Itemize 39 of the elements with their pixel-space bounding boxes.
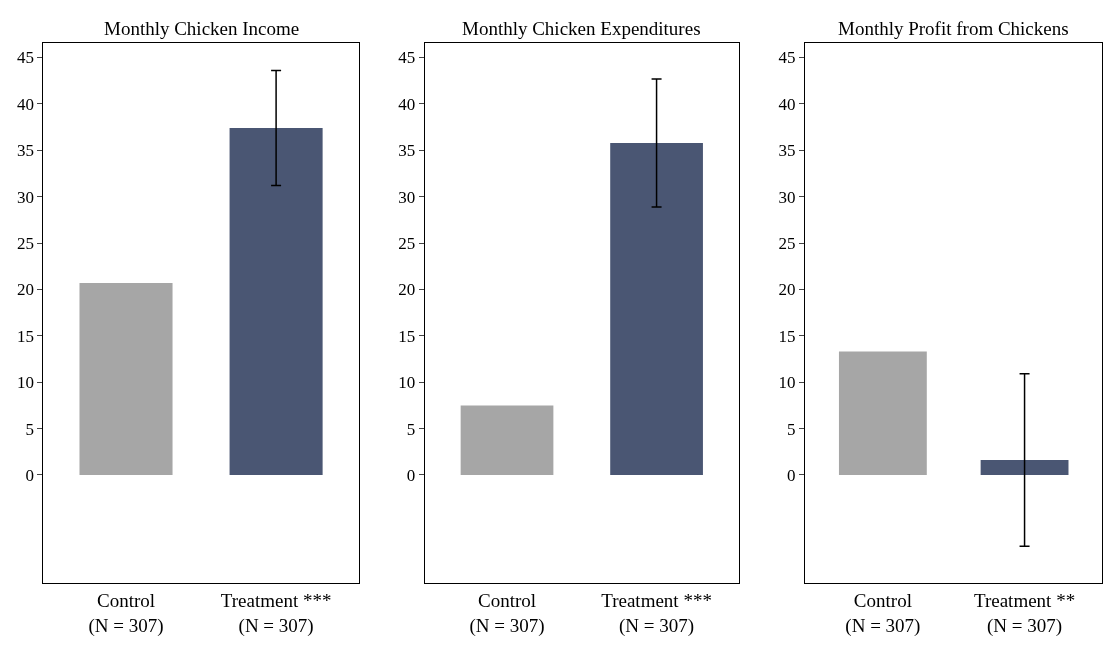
y-tick-label: 45	[17, 48, 35, 68]
y-tick-label: 0	[406, 465, 416, 485]
y-tick-label: 10	[17, 373, 35, 393]
y-tick-label: 10	[778, 373, 796, 393]
x-tick-label: Treatment *** (N = 307)	[601, 590, 712, 637]
y-tick-label: 35	[17, 141, 35, 161]
y-tick-label: 20	[398, 280, 416, 300]
y-tick-label: 15	[778, 326, 796, 346]
y-tick-label: 40	[778, 94, 796, 114]
x-tick-label: Treatment *** (N = 307)	[220, 590, 332, 637]
x-tick-label: Control (N = 307)	[845, 590, 921, 637]
y-tick-label: 25	[17, 234, 35, 253]
y-tick-label: 45	[398, 48, 416, 68]
y-tick-label: 40	[17, 94, 35, 114]
y-tick-label: 25	[778, 234, 796, 253]
y-tick-label: 20	[778, 280, 796, 300]
y-tick-label: 0	[25, 465, 35, 485]
y-tick-label: 0	[787, 465, 796, 485]
y-tick-label: 25	[398, 234, 416, 253]
chart-title: Monthly Profit from Chickens	[838, 18, 1069, 39]
y-tick-label: 45	[778, 48, 796, 68]
y-tick-label: 5	[787, 419, 796, 439]
x-tick-label: Treatment ** (N = 307)	[973, 590, 1076, 637]
y-tick-label: 15	[17, 326, 35, 346]
y-tick-label: 35	[398, 141, 416, 161]
y-tick-label: 10	[398, 373, 416, 393]
y-tick-label: 35	[778, 141, 796, 161]
y-tick-label: 20	[17, 280, 35, 300]
y-tick-label: 30	[398, 187, 416, 207]
y-tick-label: 30	[778, 187, 796, 207]
y-tick-label: 5	[25, 419, 35, 439]
x-tick-label: Control (N = 307)	[469, 590, 545, 637]
y-tick-label: 15	[398, 326, 416, 346]
chart-title: Monthly Chicken Income	[104, 18, 300, 39]
y-tick-label: 40	[398, 94, 416, 114]
x-tick-label: Control (N = 307)	[88, 590, 164, 637]
y-tick-label: 5	[406, 419, 416, 439]
chart-title: Monthly Chicken Expenditures	[462, 18, 701, 39]
y-tick-label: 30	[17, 187, 35, 207]
